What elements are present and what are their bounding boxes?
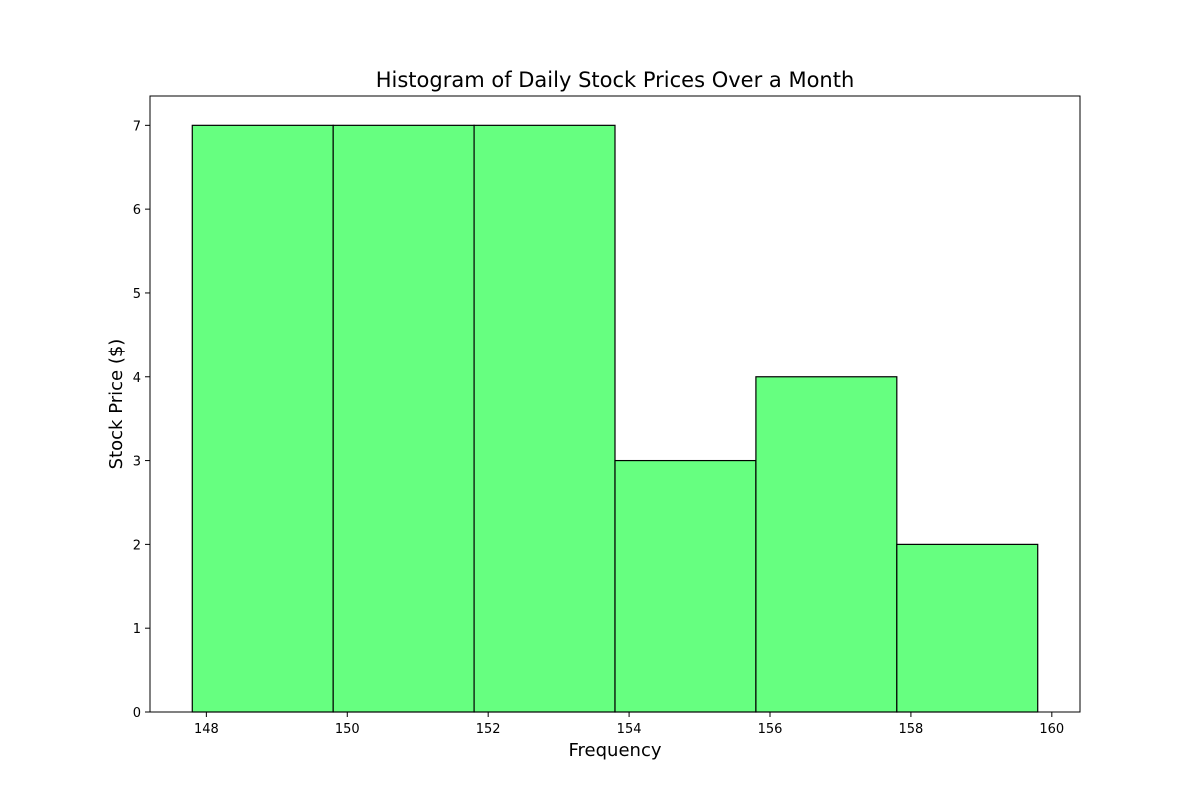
y-tick-label: 5 — [133, 287, 141, 302]
y-tick-label: 0 — [133, 706, 141, 721]
x-tick-label: 156 — [758, 722, 783, 737]
x-tick-label: 148 — [194, 722, 219, 737]
histogram-bar-1 — [191, 124, 334, 713]
x-axis-label: Frequency — [569, 740, 662, 761]
y-tick-label: 1 — [133, 622, 141, 637]
y-tick-label: 2 — [133, 538, 141, 553]
y-tick-label: 7 — [133, 119, 141, 134]
x-tick-label: 160 — [1039, 722, 1064, 737]
y-tick-label: 6 — [133, 203, 141, 218]
histogram-bar-2 — [332, 124, 475, 713]
histogram-bar-5 — [755, 376, 898, 713]
bars-layer — [191, 124, 1039, 713]
histogram-bar-4 — [614, 459, 757, 713]
plot-frame — [149, 95, 1081, 713]
y-tick-label: 3 — [133, 455, 141, 470]
chart-title: Histogram of Daily Stock Prices Over a M… — [376, 68, 855, 92]
y-tick-label: 4 — [133, 371, 141, 386]
x-tick-label: 154 — [617, 722, 642, 737]
x-tick-label: 150 — [335, 722, 360, 737]
histogram-bar-3 — [473, 124, 616, 713]
ticks-layer: 148 150 152 154 156 158 160 0 1 2 3 4 5 6 7 — [133, 119, 1065, 737]
y-axis-label: Stock Price ($) — [106, 339, 127, 470]
x-tick-label: 158 — [898, 722, 923, 737]
x-tick-label: 152 — [476, 722, 501, 737]
histogram-bar-6 — [896, 543, 1039, 713]
